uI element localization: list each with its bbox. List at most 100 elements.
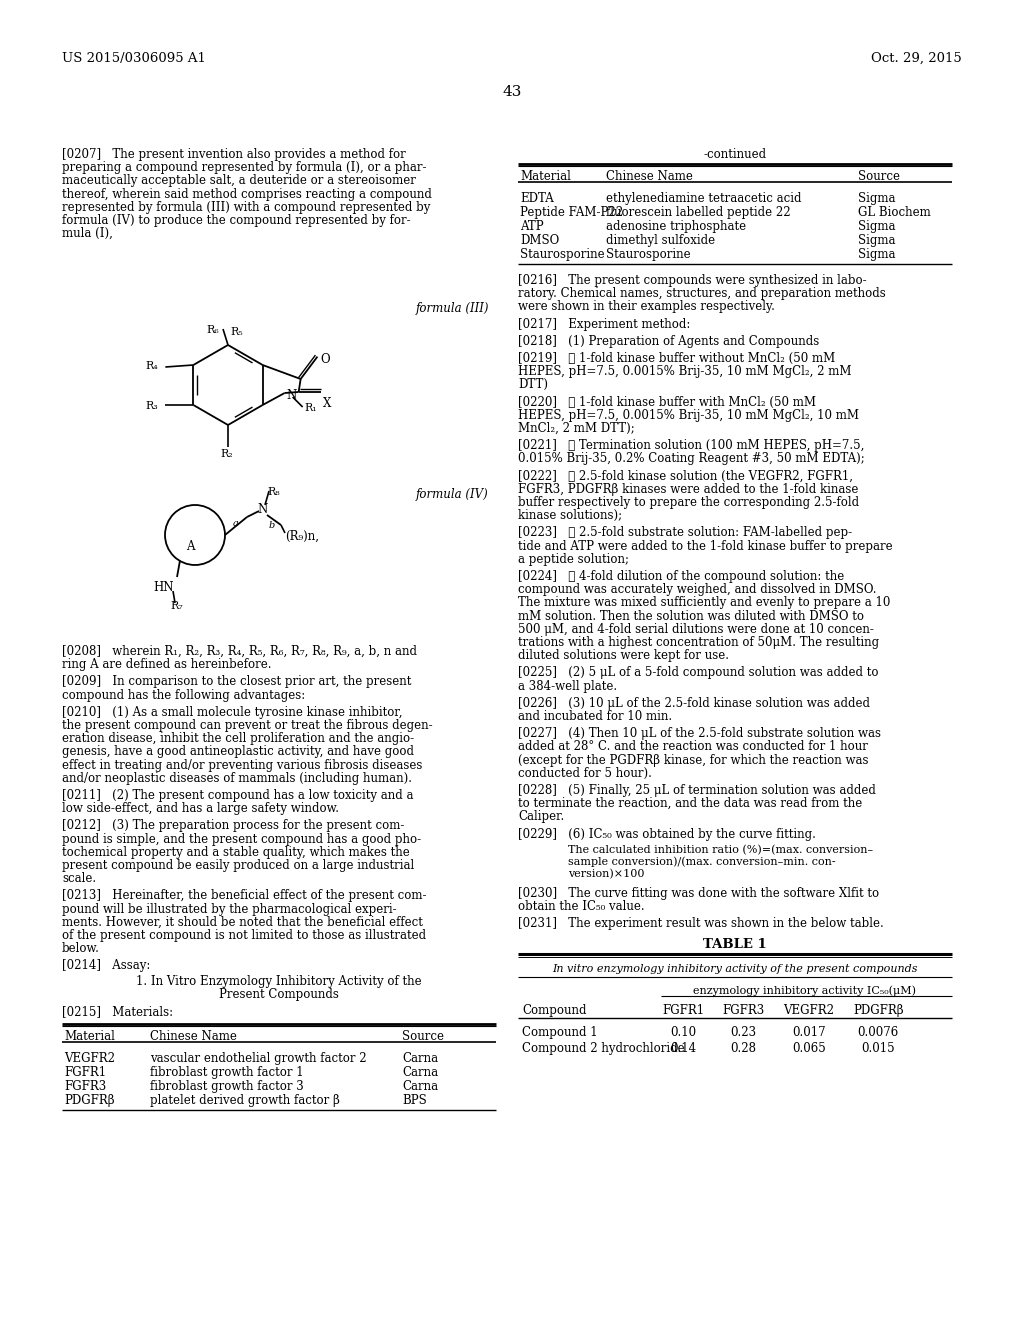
Text: R₅: R₅ <box>230 327 243 337</box>
Text: added at 28° C. and the reaction was conducted for 1 hour: added at 28° C. and the reaction was con… <box>518 741 868 754</box>
Text: HN: HN <box>153 581 173 594</box>
Text: [0216]   The present compounds were synthesized in labo-: [0216] The present compounds were synthe… <box>518 275 866 286</box>
Text: formula (IV): formula (IV) <box>416 488 488 502</box>
Text: Oct. 29, 2015: Oct. 29, 2015 <box>871 51 962 65</box>
Text: version)×100: version)×100 <box>568 869 644 879</box>
Text: FGFR1: FGFR1 <box>63 1067 106 1080</box>
Text: sample conversion)/(max. conversion–min. con-: sample conversion)/(max. conversion–min.… <box>568 857 836 867</box>
Text: FGFR3, PDGFRβ kinases were added to the 1-fold kinase: FGFR3, PDGFRβ kinases were added to the … <box>518 483 858 496</box>
Text: thereof, wherein said method comprises reacting a compound: thereof, wherein said method comprises r… <box>62 187 432 201</box>
Text: (except for the PGDFRβ kinase, for which the reaction was: (except for the PGDFRβ kinase, for which… <box>518 754 868 767</box>
Text: Staurosporine: Staurosporine <box>520 248 604 261</box>
Text: fibroblast growth factor 3: fibroblast growth factor 3 <box>150 1080 304 1093</box>
Text: Compound 2 hydrochloride: Compound 2 hydrochloride <box>522 1043 685 1056</box>
Text: enzymology inhibitory activity IC₅₀(μM): enzymology inhibitory activity IC₅₀(μM) <box>693 986 915 997</box>
Text: and/or neoplastic diseases of mammals (including human).: and/or neoplastic diseases of mammals (i… <box>62 772 412 785</box>
Text: Source: Source <box>402 1030 444 1043</box>
Text: EDTA: EDTA <box>520 191 554 205</box>
Text: R₂: R₂ <box>220 449 232 459</box>
Text: tide and ATP were added to the 1-fold kinase buffer to prepare: tide and ATP were added to the 1-fold ki… <box>518 540 893 553</box>
Text: Compound: Compound <box>522 1005 587 1018</box>
Text: R₈: R₈ <box>267 487 280 498</box>
Text: R₁: R₁ <box>305 403 317 413</box>
Text: Present Compounds: Present Compounds <box>219 987 339 1001</box>
Text: maceutically acceptable salt, a deuteride or a stereoisomer: maceutically acceptable salt, a deuterid… <box>62 174 416 187</box>
Text: buffer respectively to prepare the corresponding 2.5-fold: buffer respectively to prepare the corre… <box>518 496 859 510</box>
Text: FGFR3: FGFR3 <box>723 1005 765 1018</box>
Text: DMSO: DMSO <box>520 234 559 247</box>
Text: BPS: BPS <box>402 1094 427 1107</box>
Text: preparing a compound represented by formula (I), or a phar-: preparing a compound represented by form… <box>62 161 427 174</box>
Text: FGFR1: FGFR1 <box>662 1005 703 1018</box>
Text: effect in treating and/or preventing various fibrosis diseases: effect in treating and/or preventing var… <box>62 759 422 772</box>
Text: 0.14: 0.14 <box>670 1043 696 1056</box>
Text: mula (I),: mula (I), <box>62 227 113 240</box>
Text: MnCl₂, 2 mM DTT);: MnCl₂, 2 mM DTT); <box>518 422 635 436</box>
Text: [0219]   ① 1-fold kinase buffer without MnCl₂ (50 mM: [0219] ① 1-fold kinase buffer without Mn… <box>518 352 836 366</box>
Text: Sigma: Sigma <box>858 220 896 234</box>
Text: GL Biochem: GL Biochem <box>858 206 931 219</box>
Text: [0207]   The present invention also provides a method for: [0207] The present invention also provid… <box>62 148 406 161</box>
Text: X: X <box>323 397 331 411</box>
Text: tochemical property and a stable quality, which makes the: tochemical property and a stable quality… <box>62 846 410 859</box>
Text: Sigma: Sigma <box>858 191 896 205</box>
Text: N: N <box>257 503 267 516</box>
Text: of the present compound is not limited to those as illustrated: of the present compound is not limited t… <box>62 929 426 942</box>
Text: [0222]   ④ 2.5-fold kinase solution (the VEGFR2, FGFR1,: [0222] ④ 2.5-fold kinase solution (the V… <box>518 470 853 483</box>
Text: eration disease, inhibit the cell proliferation and the angio-: eration disease, inhibit the cell prolif… <box>62 733 414 746</box>
Text: [0211]   (2) The present compound has a low toxicity and a: [0211] (2) The present compound has a lo… <box>62 789 414 803</box>
Text: a 384-well plate.: a 384-well plate. <box>518 680 617 693</box>
Text: Carna: Carna <box>402 1080 438 1093</box>
Text: conducted for 5 hour).: conducted for 5 hour). <box>518 767 652 780</box>
Text: HEPES, pH=7.5, 0.0015% Brij-35, 10 mM MgCl₂, 10 mM: HEPES, pH=7.5, 0.0015% Brij-35, 10 mM Mg… <box>518 409 859 422</box>
Text: scale.: scale. <box>62 873 96 886</box>
Text: ring A are defined as hereinbefore.: ring A are defined as hereinbefore. <box>62 659 271 671</box>
Text: trations with a highest concentration of 50μM. The resulting: trations with a highest concentration of… <box>518 636 880 649</box>
Text: [0214]   Assay:: [0214] Assay: <box>62 960 151 973</box>
Text: R₆: R₆ <box>206 325 219 335</box>
Text: Caliper.: Caliper. <box>518 810 564 824</box>
Text: [0230]   The curve fitting was done with the software Xlfit to: [0230] The curve fitting was done with t… <box>518 887 880 900</box>
Text: genesis, have a good antineoplastic activity, and have good: genesis, have a good antineoplastic acti… <box>62 746 414 759</box>
Text: Staurosporine: Staurosporine <box>606 248 690 261</box>
Text: Carna: Carna <box>402 1067 438 1080</box>
Text: Carna: Carna <box>402 1052 438 1065</box>
Text: 0.065: 0.065 <box>792 1043 825 1056</box>
Text: diluted solutions were kept for use.: diluted solutions were kept for use. <box>518 649 729 663</box>
Text: compound has the following advantages:: compound has the following advantages: <box>62 689 305 702</box>
Text: Sigma: Sigma <box>858 234 896 247</box>
Text: In vitro enzymology inhibitory activity of the present compounds: In vitro enzymology inhibitory activity … <box>552 965 918 974</box>
Text: 500 μM, and 4-fold serial dilutions were done at 10 concen-: 500 μM, and 4-fold serial dilutions were… <box>518 623 873 636</box>
Text: [0228]   (5) Finally, 25 μL of termination solution was added: [0228] (5) Finally, 25 μL of termination… <box>518 784 876 797</box>
Text: A: A <box>185 540 195 553</box>
Text: formula (III): formula (III) <box>416 302 489 315</box>
Text: R₄: R₄ <box>145 360 158 371</box>
Text: [0218]   (1) Preparation of Agents and Compounds: [0218] (1) Preparation of Agents and Com… <box>518 335 819 347</box>
Text: VEGFR2: VEGFR2 <box>63 1052 115 1065</box>
Text: 1. In Vitro Enzymology Inhibitory Activity of the: 1. In Vitro Enzymology Inhibitory Activi… <box>136 974 422 987</box>
Text: low side-effect, and has a large safety window.: low side-effect, and has a large safety … <box>62 803 339 816</box>
Text: R₇: R₇ <box>170 601 182 611</box>
Text: adenosine triphosphate: adenosine triphosphate <box>606 220 746 234</box>
Text: N: N <box>287 389 297 403</box>
Text: [0208]   wherein R₁, R₂, R₃, R₄, R₅, R₆, R₇, R₈, R₉, a, b, n and: [0208] wherein R₁, R₂, R₃, R₄, R₅, R₆, R… <box>62 645 417 657</box>
Text: [0209]   In comparison to the closest prior art, the present: [0209] In comparison to the closest prio… <box>62 676 412 689</box>
Text: HEPES, pH=7.5, 0.0015% Brij-35, 10 mM MgCl₂, 2 mM: HEPES, pH=7.5, 0.0015% Brij-35, 10 mM Mg… <box>518 366 852 379</box>
Text: fibroblast growth factor 1: fibroblast growth factor 1 <box>150 1067 304 1080</box>
Text: [0215]   Materials:: [0215] Materials: <box>62 1005 173 1018</box>
Text: a peptide solution;: a peptide solution; <box>518 553 629 566</box>
Text: The mixture was mixed sufficiently and evenly to prepare a 10: The mixture was mixed sufficiently and e… <box>518 597 891 610</box>
Text: FGFR3: FGFR3 <box>63 1080 106 1093</box>
Text: (R₉)n,: (R₉)n, <box>285 531 319 543</box>
Text: O: O <box>321 352 330 366</box>
Text: Material: Material <box>63 1030 115 1043</box>
Text: [0221]   ③ Termination solution (100 mM HEPES, pH=7.5,: [0221] ③ Termination solution (100 mM HE… <box>518 440 864 453</box>
Text: [0227]   (4) Then 10 μL of the 2.5-fold substrate solution was: [0227] (4) Then 10 μL of the 2.5-fold su… <box>518 727 881 741</box>
Text: platelet derived growth factor β: platelet derived growth factor β <box>150 1094 340 1107</box>
Text: [0231]   The experiment result was shown in the below table.: [0231] The experiment result was shown i… <box>518 917 884 931</box>
Text: dimethyl sulfoxide: dimethyl sulfoxide <box>606 234 715 247</box>
Text: Sigma: Sigma <box>858 248 896 261</box>
Text: 0.017: 0.017 <box>792 1027 825 1039</box>
Text: vascular endothelial growth factor 2: vascular endothelial growth factor 2 <box>150 1052 367 1065</box>
Text: fluorescein labelled peptide 22: fluorescein labelled peptide 22 <box>606 206 791 219</box>
